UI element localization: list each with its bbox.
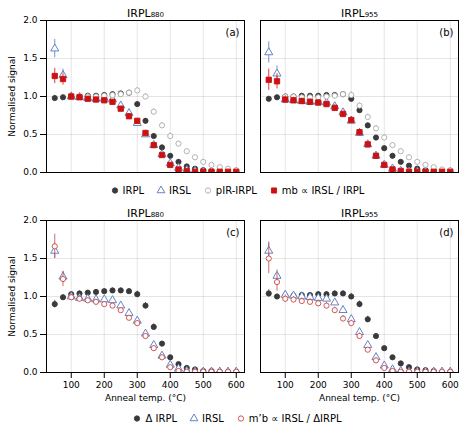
html-text:IRSL: IRSL xyxy=(202,412,224,424)
svg-text:Anneal temp. (°C): Anneal temp. (°C) xyxy=(105,393,186,403)
html-text:pIR-IRPL: pIR-IRPL xyxy=(215,184,257,196)
html-text:IRPL: IRPL xyxy=(122,184,144,196)
svg-text:2.0: 2.0 xyxy=(23,15,38,25)
svg-text:IRPL₉₅₅: IRPL₉₅₅ xyxy=(341,7,378,20)
html-text:IRSL: IRSL xyxy=(169,184,191,196)
svg-text:600: 600 xyxy=(228,380,245,390)
svg-text:0.5: 0.5 xyxy=(23,329,37,339)
svg-text:600: 600 xyxy=(442,380,459,390)
svg-text:1.5: 1.5 xyxy=(23,253,37,263)
svg-text:Normalised signal: Normalised signal xyxy=(7,56,17,137)
svg-text:(a): (a) xyxy=(226,27,240,38)
svg-text:IRPL₈₈₀: IRPL₈₈₀ xyxy=(127,7,164,20)
svg-text:(c): (c) xyxy=(226,227,239,238)
svg-text:Anneal temp. (°C): Anneal temp. (°C) xyxy=(319,393,400,403)
svg-text:400: 400 xyxy=(376,380,393,390)
html-text:mb ∝ IRSL / IRPL: mb ∝ IRSL / IRPL xyxy=(281,184,365,196)
svg-text:(b): (b) xyxy=(439,27,453,38)
html-text:m’b ∝ IRSL / ΔIRPL: m’b ∝ IRSL / ΔIRPL xyxy=(248,412,342,424)
svg-text:IRPL₉₅₅: IRPL₉₅₅ xyxy=(341,207,378,220)
svg-text:Normalised signal: Normalised signal xyxy=(7,256,17,337)
svg-text:100: 100 xyxy=(277,380,294,390)
svg-text:1.0: 1.0 xyxy=(23,91,38,101)
svg-text:400: 400 xyxy=(162,380,179,390)
svg-text:IRPL₈₈₀: IRPL₈₈₀ xyxy=(127,207,164,220)
svg-text:1.5: 1.5 xyxy=(23,53,37,63)
svg-text:200: 200 xyxy=(310,380,327,390)
svg-text:0.0: 0.0 xyxy=(23,367,38,377)
svg-text:(d): (d) xyxy=(439,227,453,238)
svg-text:0.0: 0.0 xyxy=(23,167,38,177)
svg-text:1.0: 1.0 xyxy=(23,291,38,301)
svg-text:300: 300 xyxy=(343,380,360,390)
svg-text:2.0: 2.0 xyxy=(23,215,38,225)
html-text:Δ IRPL: Δ IRPL xyxy=(145,412,177,424)
svg-text:500: 500 xyxy=(409,380,426,390)
svg-text:500: 500 xyxy=(195,380,212,390)
svg-text:0.5: 0.5 xyxy=(23,129,37,139)
svg-text:300: 300 xyxy=(129,380,146,390)
svg-text:200: 200 xyxy=(96,380,113,390)
svg-text:100: 100 xyxy=(63,380,80,390)
